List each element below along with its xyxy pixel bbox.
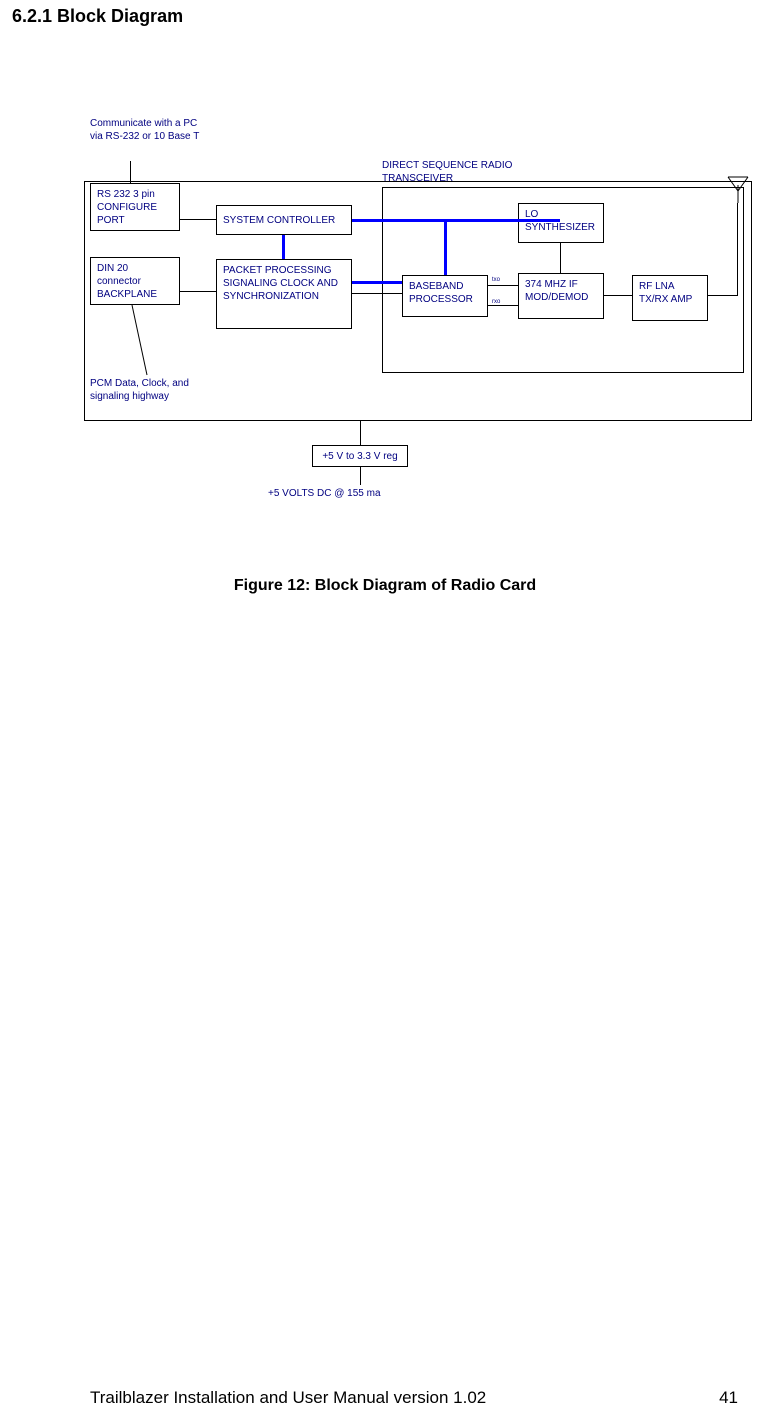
block-diagram: Communicate with a PC via RS-232 or 10 B…	[12, 67, 758, 497]
connector-line	[488, 285, 518, 286]
pcm-data-label: PCM Data, Clock, and signaling highway	[90, 377, 210, 403]
connector-line	[708, 295, 738, 296]
connector-line	[360, 421, 361, 445]
signal-line	[282, 235, 285, 259]
rf-lna-block: RF LNA TX/RX AMP	[632, 275, 708, 321]
din20-block: DIN 20 connector BACKPLANE	[90, 257, 180, 305]
baseband-block: BASEBAND PROCESSOR	[402, 275, 488, 317]
connector-line	[180, 219, 216, 220]
transceiver-title: DIRECT SEQUENCE RADIO TRANSCEIVER	[382, 159, 562, 185]
rxo-label: rxo	[492, 299, 500, 305]
communicate-label: Communicate with a PC via RS-232 or 10 B…	[90, 117, 208, 143]
page-number: 41	[719, 1388, 738, 1408]
connector-line	[737, 203, 738, 296]
packet-processing-block: PACKET PROCESSING SIGNALING CLOCK AND SY…	[216, 259, 352, 329]
txo-label: txo	[492, 277, 500, 283]
signal-line	[444, 219, 447, 275]
leader-line	[122, 305, 152, 377]
signal-line	[352, 219, 560, 222]
signal-line	[352, 281, 402, 284]
footer-text: Trailblazer Installation and User Manual…	[90, 1388, 486, 1408]
voltage-reg-block: +5 V to 3.3 V reg	[312, 445, 408, 467]
lo-synthesizer-block: LO SYNTHESIZER	[518, 203, 604, 243]
section-heading: 6.2.1 Block Diagram	[12, 6, 758, 27]
rs232-port-block: RS 232 3 pin CONFIGURE PORT	[90, 183, 180, 231]
connector-line	[180, 291, 216, 292]
antenna-icon	[726, 175, 750, 205]
system-controller-block: SYSTEM CONTROLLER	[216, 205, 352, 235]
figure-caption: Figure 12: Block Diagram of Radio Card	[12, 577, 758, 595]
connector-line	[352, 293, 402, 294]
connector-line	[360, 467, 361, 485]
voltage-in-label: +5 VOLTS DC @ 155 ma	[268, 487, 428, 500]
if-mod-block: 374 MHZ IF MOD/DEMOD	[518, 273, 604, 319]
connector-line	[560, 243, 561, 273]
connector-line	[488, 305, 518, 306]
leader-line	[130, 161, 131, 183]
connector-line	[604, 295, 632, 296]
